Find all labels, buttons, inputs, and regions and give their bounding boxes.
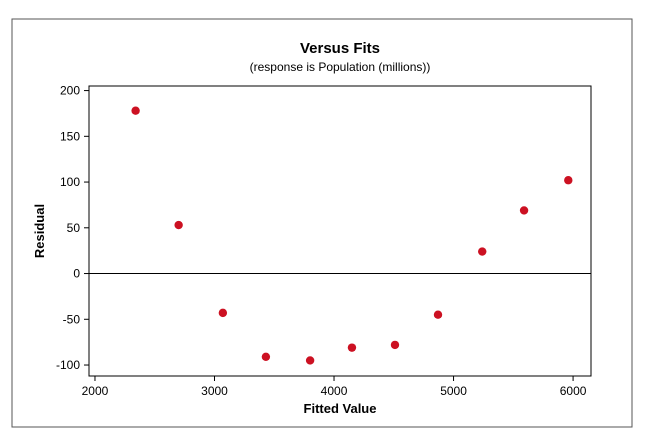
data-point <box>261 352 271 361</box>
data-point <box>347 343 357 352</box>
y-tick-label: 100 <box>60 175 80 189</box>
data-points <box>131 106 573 365</box>
figure-border <box>11 18 633 428</box>
chart-title: Versus Fits <box>300 40 380 57</box>
y-tick-label: 50 <box>67 221 81 235</box>
data-point <box>390 340 400 350</box>
data-point <box>218 308 228 318</box>
data-point <box>305 356 315 365</box>
data-point <box>131 106 140 115</box>
y-axis-label: Residual <box>32 204 47 258</box>
x-axis: 2000 3000 4000 5000 6000 <box>82 376 587 398</box>
y-tick-label: 0 <box>73 267 80 281</box>
x-tick-label: 6000 <box>560 384 587 398</box>
y-axis: -100 -50 0 50 100 150 200 <box>56 84 89 372</box>
data-point <box>174 220 183 230</box>
x-tick-label: 2000 <box>82 384 109 398</box>
y-tick-label: -100 <box>56 358 80 372</box>
data-point <box>519 206 529 215</box>
data-point <box>478 247 487 256</box>
y-tick-label: 150 <box>60 129 80 143</box>
data-point <box>433 310 443 319</box>
y-tick-label: -50 <box>63 312 81 326</box>
plot-area <box>88 85 592 377</box>
y-tick-label: 200 <box>60 84 80 98</box>
data-point <box>564 176 573 185</box>
x-tick-label: 3000 <box>201 384 228 398</box>
chart-subtitle: (response is Population (millions)) <box>250 60 431 74</box>
x-tick-label: 5000 <box>440 384 467 398</box>
x-tick-label: 4000 <box>321 384 348 398</box>
x-axis-label: Fitted Value <box>304 401 377 416</box>
